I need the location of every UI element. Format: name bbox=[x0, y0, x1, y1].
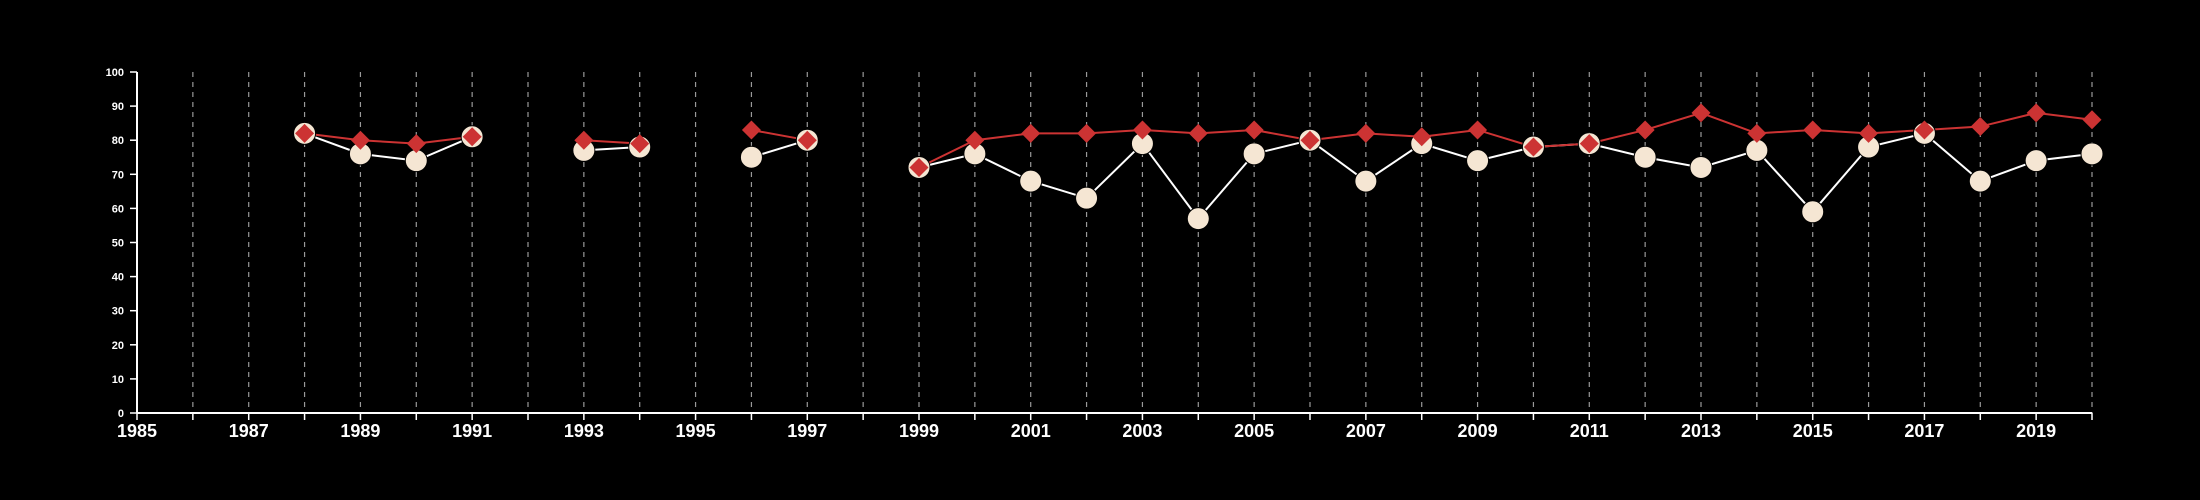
data-point-circle bbox=[1466, 149, 1490, 173]
data-point-diamond bbox=[1300, 130, 1320, 150]
y-tick-label: 90 bbox=[112, 101, 124, 113]
data-point-circle bbox=[1801, 200, 1825, 224]
data-point-circle bbox=[1075, 186, 1099, 210]
x-tick-label: 2011 bbox=[1570, 421, 1609, 441]
x-tick-label: 2017 bbox=[1904, 421, 1944, 441]
y-tick-label: 50 bbox=[112, 238, 124, 250]
data-point-diamond bbox=[574, 130, 594, 150]
data-point-circle bbox=[2024, 149, 2048, 173]
x-tick-label: 1987 bbox=[229, 421, 269, 441]
data-point-diamond bbox=[1412, 127, 1432, 147]
data-point-diamond bbox=[1356, 123, 1376, 143]
data-point-circle bbox=[1354, 169, 1378, 193]
x-tick-label: 1993 bbox=[564, 421, 604, 441]
data-point-circle bbox=[1019, 169, 1043, 193]
data-point-diamond bbox=[406, 134, 426, 154]
data-point-diamond bbox=[350, 130, 370, 150]
x-tick-label: 1999 bbox=[899, 421, 939, 441]
series-line bbox=[304, 132, 473, 145]
x-tick-label: 2005 bbox=[1234, 421, 1274, 441]
data-point-diamond bbox=[1188, 123, 1208, 143]
data-point-circle bbox=[739, 145, 763, 169]
data-point-diamond bbox=[1691, 103, 1711, 123]
series-line bbox=[304, 132, 473, 162]
x-tick-label: 1995 bbox=[676, 421, 716, 441]
data-point-diamond bbox=[797, 130, 817, 150]
data-point-diamond bbox=[965, 130, 985, 150]
data-point-circle bbox=[1633, 145, 1657, 169]
y-tick-label: 30 bbox=[112, 306, 124, 318]
y-tick-label: 80 bbox=[112, 135, 124, 147]
x-tick-label: 1989 bbox=[340, 421, 380, 441]
y-tick-label: 20 bbox=[112, 340, 124, 352]
series-line bbox=[918, 111, 2093, 169]
y-tick-label: 0 bbox=[118, 408, 124, 420]
data-point-diamond bbox=[1021, 123, 1041, 143]
series-line bbox=[918, 132, 2093, 221]
data-point-diamond bbox=[1747, 123, 1767, 143]
x-tick-label: 2003 bbox=[1122, 421, 1162, 441]
data-point-diamond bbox=[630, 134, 650, 154]
data-point-diamond bbox=[1244, 120, 1264, 140]
data-point-circle bbox=[2080, 142, 2104, 166]
data-point-diamond bbox=[741, 120, 761, 140]
data-point-diamond bbox=[1859, 123, 1879, 143]
x-tick-label: 2007 bbox=[1346, 421, 1386, 441]
x-tick-label: 2015 bbox=[1793, 421, 1833, 441]
series-layer bbox=[293, 103, 2104, 231]
data-point-diamond bbox=[1077, 123, 1097, 143]
data-point-circle bbox=[1968, 169, 1992, 193]
data-point-diamond bbox=[1635, 120, 1655, 140]
data-point-diamond bbox=[1523, 137, 1543, 157]
data-point-diamond bbox=[462, 127, 482, 147]
y-tick-label: 40 bbox=[112, 272, 124, 284]
x-tick-label: 1997 bbox=[787, 421, 827, 441]
x-tick-label: 2001 bbox=[1011, 421, 1051, 441]
x-tick-label: 2013 bbox=[1681, 421, 1721, 441]
data-point-diamond bbox=[295, 123, 315, 143]
data-point-diamond bbox=[1468, 120, 1488, 140]
data-point-diamond bbox=[2026, 103, 2046, 123]
data-point-circle bbox=[1689, 155, 1713, 179]
data-point-circle bbox=[1242, 142, 1266, 166]
x-tick-label: 2019 bbox=[2016, 421, 2056, 441]
y-tick-label: 100 bbox=[106, 67, 124, 79]
data-point-diamond bbox=[1579, 134, 1599, 154]
x-tick-label: 2009 bbox=[1458, 421, 1498, 441]
data-point-circle bbox=[1186, 207, 1210, 231]
x-tick-label: 1991 bbox=[452, 421, 492, 441]
x-tick-label: 1985 bbox=[117, 421, 157, 441]
data-point-diamond bbox=[909, 157, 929, 177]
y-tick-label: 10 bbox=[112, 374, 124, 386]
axes: 0 10 20 30 40 50 60 70 80 90 100 1985 1987 1989 1991 19… bbox=[106, 67, 2093, 441]
y-tick-label: 60 bbox=[112, 203, 124, 215]
data-point-diamond bbox=[1914, 120, 1934, 140]
grid-lines bbox=[192, 72, 2093, 413]
data-point-diamond bbox=[1970, 117, 1990, 137]
data-point-diamond bbox=[1132, 120, 1152, 140]
data-point-diamond bbox=[1803, 120, 1823, 140]
y-tick-label: 70 bbox=[112, 169, 124, 181]
data-point-diamond bbox=[2082, 110, 2102, 130]
